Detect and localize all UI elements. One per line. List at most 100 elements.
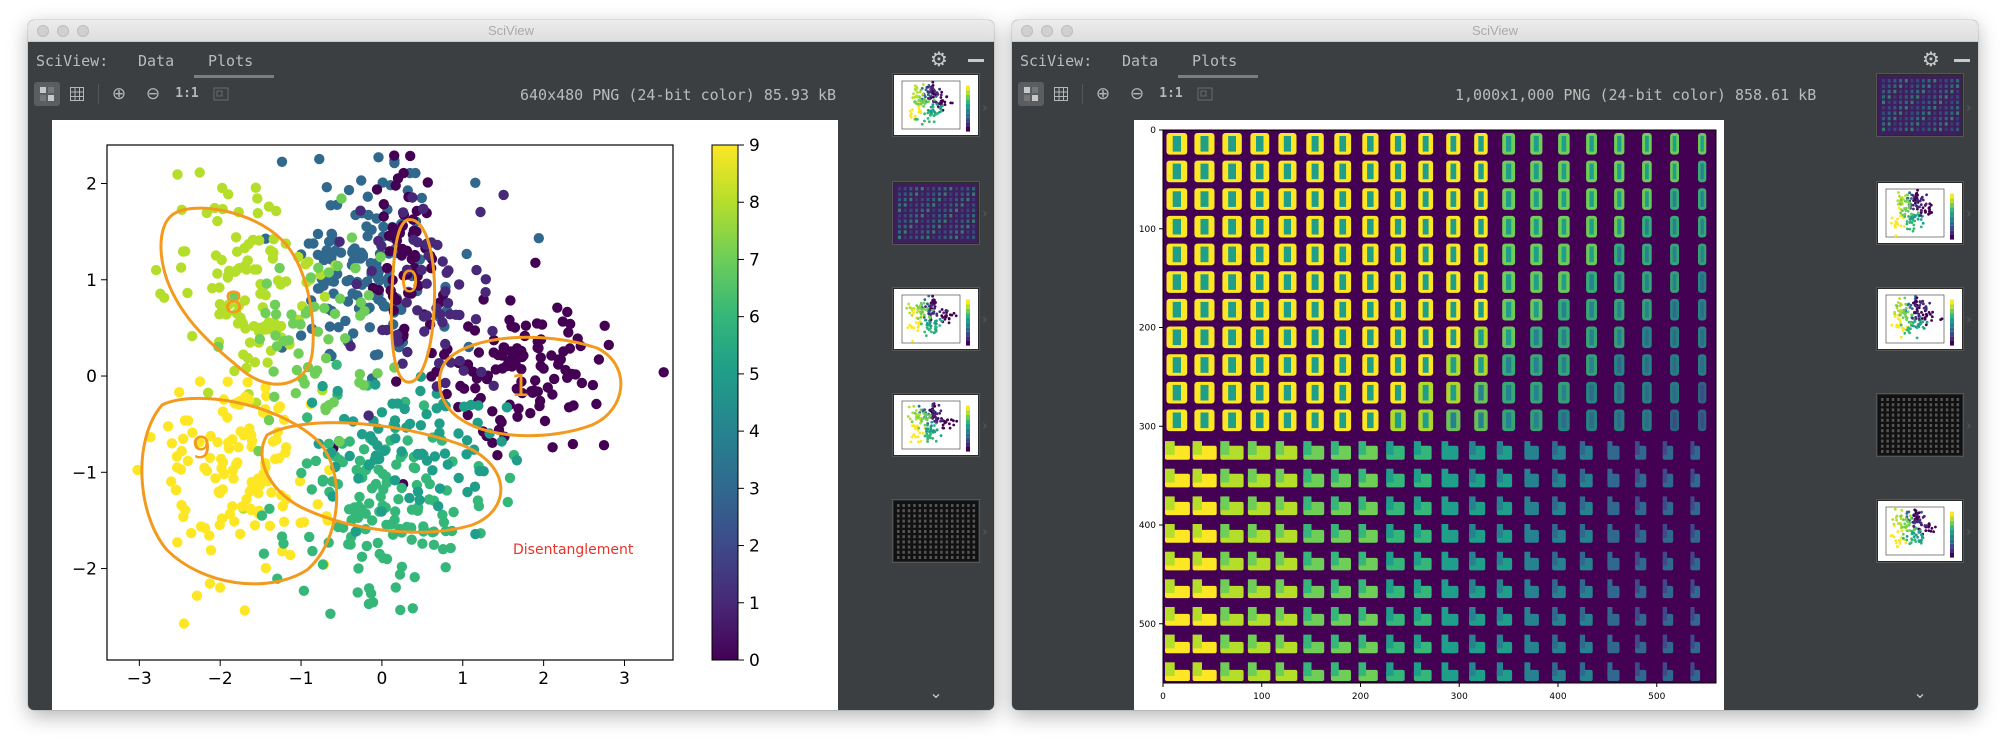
fit-icon[interactable] [208, 82, 234, 106]
manifold-cell [1386, 468, 1405, 488]
scatter-point [229, 365, 240, 377]
scatter-point [403, 287, 414, 299]
thumbnail-3[interactable] [1877, 288, 1963, 350]
scatter-point [416, 264, 427, 276]
scatter-point [323, 438, 335, 449]
manifold-cell [1530, 354, 1543, 376]
close-window-button[interactable] [37, 25, 49, 37]
zoom-out-icon[interactable]: ⊖ [1129, 84, 1145, 104]
scatter-point [313, 262, 324, 273]
tab-data[interactable]: Data [1122, 52, 1159, 70]
scatter-point [389, 514, 400, 526]
minimize-window-button[interactable] [1041, 25, 1053, 37]
close-window-button[interactable] [1021, 25, 1033, 37]
thumbnail-5[interactable] [893, 500, 979, 562]
manifold-cell [1165, 579, 1190, 599]
scatter-point [404, 492, 415, 504]
tab-data[interactable]: Data [138, 52, 175, 70]
manifold-cell [1446, 215, 1461, 238]
thumbnail-5[interactable] [1877, 500, 1963, 562]
scatter-point [325, 275, 337, 286]
scatter-point [174, 387, 185, 398]
plot-canvas[interactable]: 0 100 200 300 400 500 0 100 200 300 400 500 [1134, 120, 1724, 710]
minimize-window-button[interactable] [57, 25, 69, 37]
scatter-point [560, 364, 571, 376]
tab-plots[interactable]: Plots [1192, 52, 1238, 70]
tab-plots[interactable]: Plots [208, 52, 254, 70]
title-bar[interactable]: SciView [1012, 20, 1978, 42]
zoom-out-icon[interactable]: ⊖ [145, 84, 161, 104]
manifold-cell [1386, 524, 1405, 543]
actual-size-button[interactable]: 1:1 [175, 86, 199, 101]
zoom-in-icon[interactable]: ⊕ [111, 84, 127, 104]
manifold-cell [1635, 662, 1647, 681]
manifold-cell [1358, 441, 1378, 460]
fit-icon[interactable] [1192, 82, 1218, 106]
zoom-in-icon[interactable]: ⊕ [1095, 84, 1111, 104]
manifold-cell [1524, 579, 1539, 599]
manifold-cell [1278, 160, 1297, 183]
manifold-cell [1220, 579, 1244, 599]
manifold-cell [1192, 579, 1217, 599]
manifold-cell [1690, 551, 1701, 571]
manifold-cell [1250, 133, 1270, 155]
zoom-window-button[interactable] [77, 25, 89, 37]
chevron-down-icon[interactable]: ⌄ [929, 683, 943, 702]
scatter-point [216, 254, 227, 266]
scatter-point [370, 478, 382, 490]
scatter-point [324, 321, 336, 332]
colorbar-tick-label: 0 [749, 651, 760, 671]
manifold-cell [1635, 496, 1647, 516]
annotation-disentanglement: Disentanglement [513, 542, 634, 558]
manifold-cell [1469, 634, 1486, 654]
scatter-point [249, 264, 260, 275]
scatter-point [391, 294, 402, 306]
scatter-point [256, 510, 268, 521]
scatter-point [513, 403, 524, 414]
x-tick-label: 2 [538, 669, 549, 689]
manifold-cell [1662, 468, 1674, 488]
scatter-point [317, 381, 328, 392]
hide-panel-icon[interactable] [968, 59, 984, 62]
manifold-cell [1469, 551, 1486, 571]
scatter-point [285, 549, 296, 561]
thumbnail-2[interactable] [1877, 182, 1963, 244]
scatter-point [266, 246, 277, 257]
active-tab-indicator [194, 75, 274, 78]
manifold-cell [1441, 551, 1459, 571]
scatter-point [355, 297, 367, 308]
thumbnail-4[interactable] [893, 394, 979, 456]
checker-icon[interactable] [1018, 82, 1044, 106]
plot-toolbar: ⊕ ⊖ 1:1 640x480 PNG (24-bit color) 85.93… [28, 78, 994, 110]
grid-icon[interactable] [1048, 82, 1074, 106]
scatter-point [393, 494, 404, 505]
thumbnail-3[interactable] [893, 288, 979, 350]
gear-icon[interactable]: ⚙ [930, 47, 948, 71]
scatter-point [239, 260, 251, 271]
plot-canvas[interactable]: −3 −2 −1 0 1 2 3 2 1 0 −1 −2 8 0 1 9 Disentangleme… [52, 120, 838, 710]
title-bar[interactable]: SciView [28, 20, 994, 42]
scatter-point [201, 465, 213, 476]
scatter-point [421, 278, 432, 289]
scatter-point [171, 484, 182, 496]
handwritten-label-0: 0 [400, 265, 419, 300]
thumbnail-1[interactable] [893, 74, 979, 136]
hide-panel-icon[interactable] [1954, 59, 1970, 62]
thumbnail-4[interactable] [1877, 394, 1963, 456]
chevron-down-icon[interactable]: ⌄ [1913, 683, 1927, 702]
checker-icon[interactable] [34, 82, 60, 106]
manifold-cell [1194, 354, 1215, 376]
manifold-cell [1418, 133, 1434, 155]
actual-size-button[interactable]: 1:1 [1159, 86, 1183, 101]
scatter-point [332, 521, 344, 533]
manifold-cell [1220, 496, 1244, 516]
thumbnail-2[interactable] [893, 182, 979, 244]
gear-icon[interactable]: ⚙ [1922, 47, 1940, 71]
manifold-cell [1194, 326, 1215, 349]
thumbnail-1[interactable] [1877, 74, 1963, 136]
scatter-point [505, 346, 516, 357]
manifold-cell [1278, 271, 1297, 293]
grid-icon[interactable] [64, 82, 90, 106]
manifold-cell [1579, 662, 1593, 681]
zoom-window-button[interactable] [1061, 25, 1073, 37]
